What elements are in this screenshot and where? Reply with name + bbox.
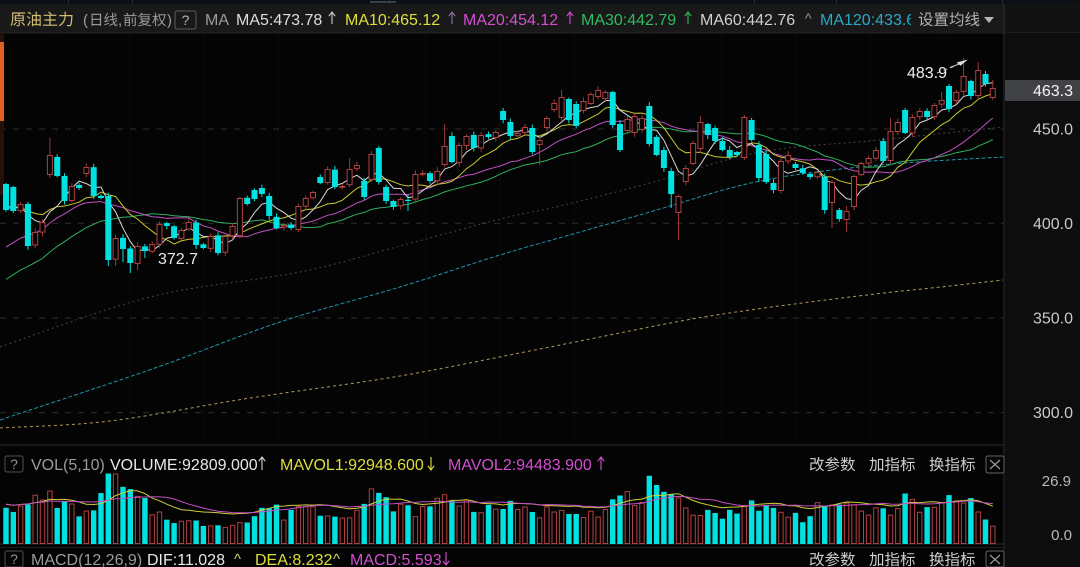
svg-text:MACD(12,26,9): MACD(12,26,9) xyxy=(31,552,142,567)
svg-text:): ) xyxy=(167,12,172,29)
svg-text:DIF:11.028: DIF:11.028 xyxy=(147,552,225,567)
svg-text:483.9: 483.9 xyxy=(907,65,947,82)
svg-text:(: ( xyxy=(83,12,88,29)
svg-text:^: ^ xyxy=(333,551,340,567)
svg-text:?: ? xyxy=(10,456,18,472)
svg-text:0.0: 0.0 xyxy=(1051,527,1072,544)
svg-text:MA30:442.79: MA30:442.79 xyxy=(581,12,676,29)
svg-text:MA10:465.12: MA10:465.12 xyxy=(345,12,440,29)
svg-text:DEA:8.232: DEA:8.232 xyxy=(255,552,332,567)
svg-text:300.0: 300.0 xyxy=(1033,405,1073,422)
svg-text:372.7: 372.7 xyxy=(158,251,198,268)
svg-text:VOLUME:92809.000: VOLUME:92809.000 xyxy=(110,457,258,474)
svg-text:MA20:454.12: MA20:454.12 xyxy=(463,12,558,29)
svg-text:MA: MA xyxy=(205,12,229,29)
svg-text:?: ? xyxy=(182,12,190,28)
svg-text:MA60:442.76: MA60:442.76 xyxy=(700,12,795,29)
svg-text:350.0: 350.0 xyxy=(1033,311,1073,328)
svg-text:26.9: 26.9 xyxy=(1042,473,1071,490)
svg-text:400.0: 400.0 xyxy=(1033,216,1073,233)
svg-text:MAVOL1:92948.600: MAVOL1:92948.600 xyxy=(280,457,424,474)
svg-text:^: ^ xyxy=(234,551,241,567)
svg-text:,: , xyxy=(118,12,122,29)
svg-text:MACD:5.593: MACD:5.593 xyxy=(350,552,442,567)
svg-text:MA120:433.6: MA120:433.6 xyxy=(820,12,915,29)
svg-text:463.3: 463.3 xyxy=(1033,83,1073,100)
svg-text:MAVOL2:94483.900: MAVOL2:94483.900 xyxy=(448,457,592,474)
svg-text:450.0: 450.0 xyxy=(1033,122,1073,139)
svg-text:MA5:473.78: MA5:473.78 xyxy=(236,12,322,29)
svg-text:VOL(5,10): VOL(5,10) xyxy=(31,457,105,474)
svg-text:?: ? xyxy=(10,551,18,567)
svg-text:^: ^ xyxy=(805,10,812,26)
